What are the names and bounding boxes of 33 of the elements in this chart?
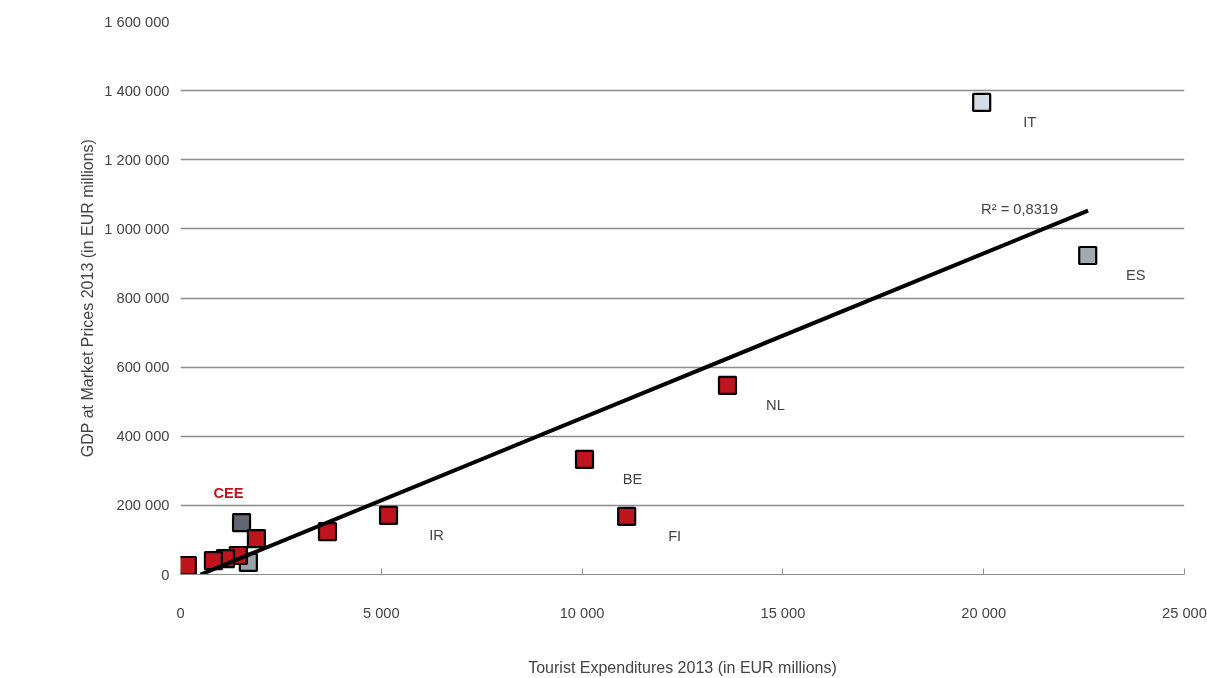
point bbox=[378, 505, 399, 525]
x-tick-label: 5 000 bbox=[362, 604, 400, 621]
x-tick-label: 20 000 bbox=[961, 604, 1007, 621]
annotation: IT bbox=[1023, 114, 1037, 131]
y-axis-title: GDP at Market Prices 2013 (in EUR millions) bbox=[79, 139, 97, 458]
annotation: NL bbox=[766, 397, 785, 414]
x-tick-label: 15 000 bbox=[760, 604, 806, 621]
annotation: ES bbox=[1125, 267, 1146, 284]
x-tick-label: 0 bbox=[176, 604, 185, 621]
point bbox=[717, 375, 738, 396]
point bbox=[246, 528, 266, 549]
y-tick-label: 0 bbox=[161, 566, 170, 583]
x-tick-label: 10 000 bbox=[559, 604, 605, 621]
point bbox=[972, 92, 992, 112]
point bbox=[1078, 245, 1098, 266]
y-tick-label: 1 000 000 bbox=[104, 220, 170, 237]
point bbox=[617, 506, 637, 527]
annotation: FI bbox=[668, 528, 682, 545]
y-tick-label: 1 400 000 bbox=[104, 82, 170, 99]
annotation: R² = 0,8319 bbox=[981, 200, 1059, 217]
annotation: BE bbox=[622, 471, 643, 488]
y-tick-label: 1 600 000 bbox=[104, 13, 170, 30]
y-tick-label: 200 000 bbox=[116, 497, 170, 514]
x-tick-label: 25 000 bbox=[1162, 604, 1207, 621]
y-tick-label: 400 000 bbox=[116, 428, 170, 445]
x-axis-title: Tourist Expenditures 2013 (in EUR millions) bbox=[528, 658, 837, 676]
y-tick-label: 1 200 000 bbox=[104, 151, 170, 168]
annotation: CEE bbox=[213, 484, 244, 501]
point bbox=[231, 513, 252, 533]
point bbox=[574, 449, 595, 470]
annotation: IR bbox=[429, 527, 444, 544]
y-tick-label: 600 000 bbox=[116, 359, 170, 376]
y-tick-label: 800 000 bbox=[116, 290, 170, 306]
